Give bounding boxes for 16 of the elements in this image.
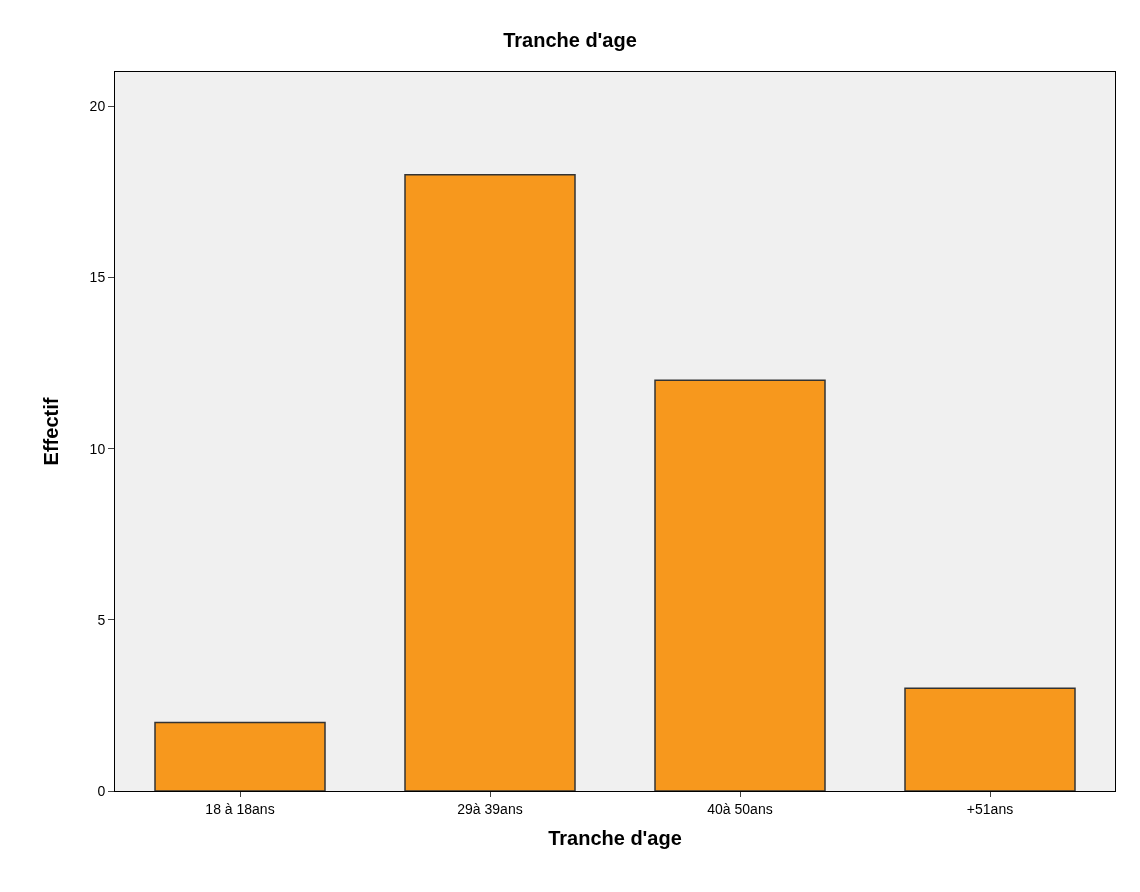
y-tick-label: 15 (89, 269, 106, 286)
x-tick-label: 18 à 18ans (205, 800, 275, 817)
bar (154, 721, 326, 791)
y-axis-title: Effectif (40, 397, 63, 466)
x-tick-label: 29à 39ans (457, 800, 523, 817)
x-axis-title: Tranche d'age (548, 827, 682, 850)
x-tick-label: 40à 50ans (707, 800, 773, 817)
bar (654, 379, 826, 791)
chart-title: Tranche d'age (503, 29, 637, 52)
y-tick-label: 10 (89, 440, 106, 457)
y-tick-label: 5 (97, 611, 106, 628)
y-tick-label: 20 (89, 98, 106, 115)
y-tick-label: 0 (97, 782, 106, 799)
bar (904, 687, 1076, 791)
x-tick-label: +51ans (966, 800, 1014, 817)
bar (404, 173, 576, 791)
